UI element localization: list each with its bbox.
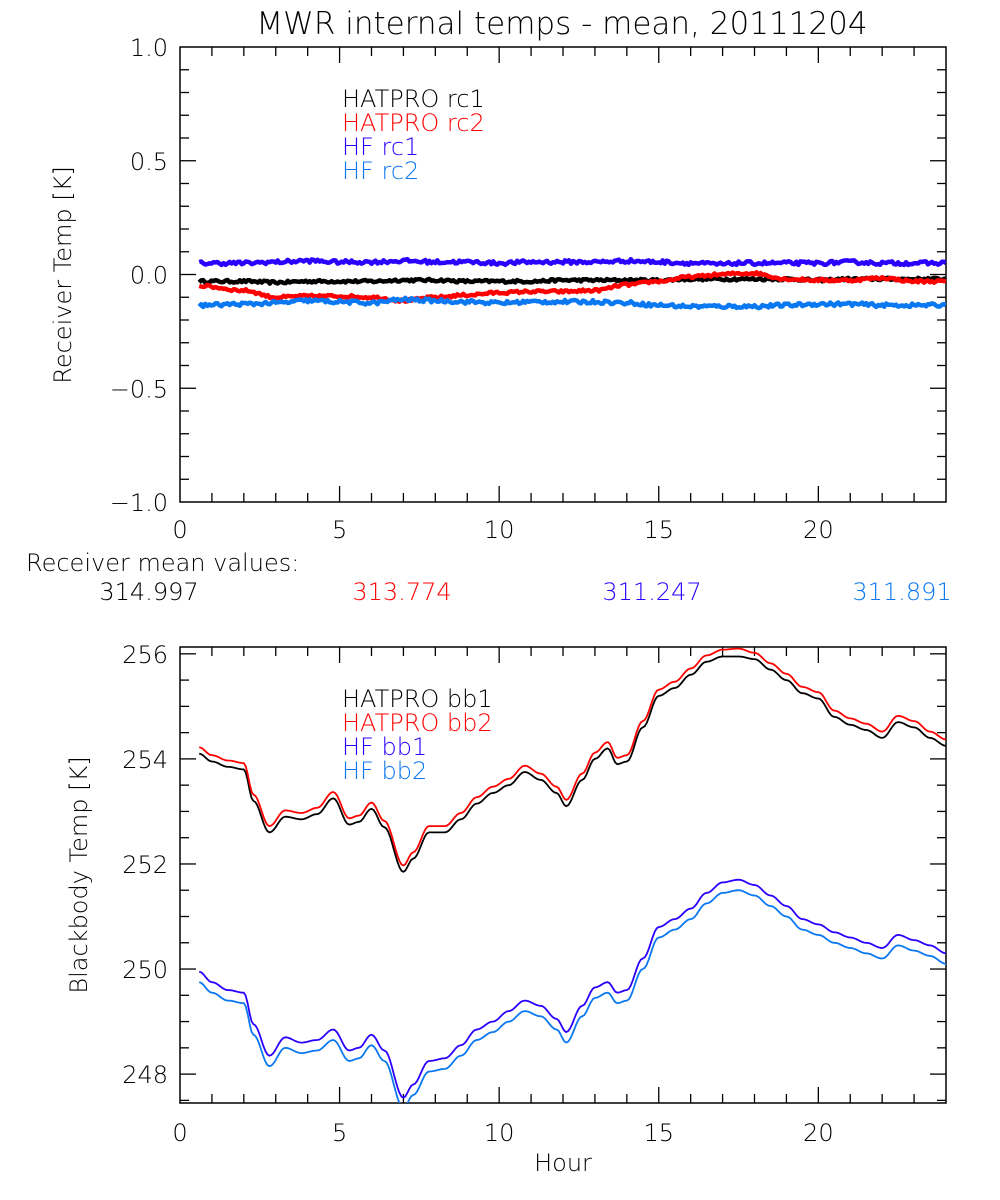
x-tick-label: 0 xyxy=(172,1119,187,1147)
y-tick-label: −0.5 xyxy=(110,375,168,403)
y-tick-label: −1.0 xyxy=(110,489,168,517)
legend-entry: HATPRO rc2 xyxy=(342,109,485,137)
series-line-hf-rc2 xyxy=(197,295,946,311)
y-tick-label: 256 xyxy=(122,641,168,669)
series-line-hf-bb1 xyxy=(198,878,946,1099)
series-line-hatpro-rc2 xyxy=(198,270,946,304)
legend-entry: HATPRO bb1 xyxy=(342,685,493,713)
x-tick-label: 20 xyxy=(803,1119,834,1147)
y-tick-label: 252 xyxy=(122,851,168,879)
blackbody-temp-panel: 0 5 10 15 20 248 250 252 254 256 Blackbody Temp … xyxy=(65,641,947,1177)
x-tick-label: 0 xyxy=(172,516,187,544)
receiver-mean-value: 313.774 xyxy=(352,578,451,606)
series-line-hf-bb2 xyxy=(198,889,946,1103)
y-tick-label: 1.0 xyxy=(130,34,168,62)
x-tick-label: 20 xyxy=(803,516,834,544)
receiver-means: Receiver mean values: 314.997 313.774 311.… xyxy=(26,549,952,606)
x-tick-label: 10 xyxy=(484,1119,515,1147)
chart-title: MWR internal temps - mean, 20111204 xyxy=(256,6,867,42)
series-line-hatpro-bb2 xyxy=(198,647,946,867)
receiver-mean-value: 311.891 xyxy=(852,578,951,606)
series-line-hatpro-bb1 xyxy=(198,655,946,873)
x-tick-label: 5 xyxy=(332,516,347,544)
receiver-mean-value: 311.247 xyxy=(602,578,701,606)
y-tick-label: 250 xyxy=(122,956,168,984)
x-tick-label: 15 xyxy=(643,516,674,544)
legend-entry: HF rc2 xyxy=(342,157,419,185)
plot-frame xyxy=(179,46,947,503)
y-axis-label: Receiver Temp [K] xyxy=(49,166,77,384)
series-line-hf-rc1 xyxy=(198,256,946,268)
legend-entry: HF bb2 xyxy=(342,757,427,785)
x-tick-labels: 0 5 10 15 20 xyxy=(172,516,833,544)
x-axis-label: Hour xyxy=(534,1149,592,1177)
receiver-means-label: Receiver mean values: xyxy=(26,549,299,577)
receiver-temp-panel: 0 5 10 15 20 −1.0 −0.5 0.0 0.5 1.0 Receiver Temp… xyxy=(49,34,947,544)
y-tick-label: 0.5 xyxy=(130,148,168,176)
legend-entry: HATPRO bb2 xyxy=(342,709,493,737)
y-tick-labels: −1.0 −0.5 0.0 0.5 1.0 xyxy=(110,34,168,517)
y-axis-label: Blackbody Temp [K] xyxy=(65,756,93,993)
legend-entry: HATPRO rc1 xyxy=(342,85,485,113)
y-tick-label: 0.0 xyxy=(130,262,168,290)
y-tick-label: 248 xyxy=(122,1061,168,1089)
series-group xyxy=(197,256,946,311)
legend-entry: HF bb1 xyxy=(342,733,427,761)
x-tick-labels: 0 5 10 15 20 xyxy=(172,1119,833,1147)
receiver-mean-value: 314.997 xyxy=(99,578,198,606)
y-tick-labels: 248 250 252 254 256 xyxy=(122,641,168,1089)
x-tick-label: 5 xyxy=(332,1119,347,1147)
legend-entry: HF rc1 xyxy=(342,133,419,161)
axis-ticks xyxy=(180,47,946,502)
x-tick-label: 10 xyxy=(484,516,515,544)
series-group xyxy=(198,647,946,1103)
axis-ticks xyxy=(180,647,946,1103)
y-tick-label: 254 xyxy=(122,746,168,774)
x-tick-label: 15 xyxy=(643,1119,674,1147)
